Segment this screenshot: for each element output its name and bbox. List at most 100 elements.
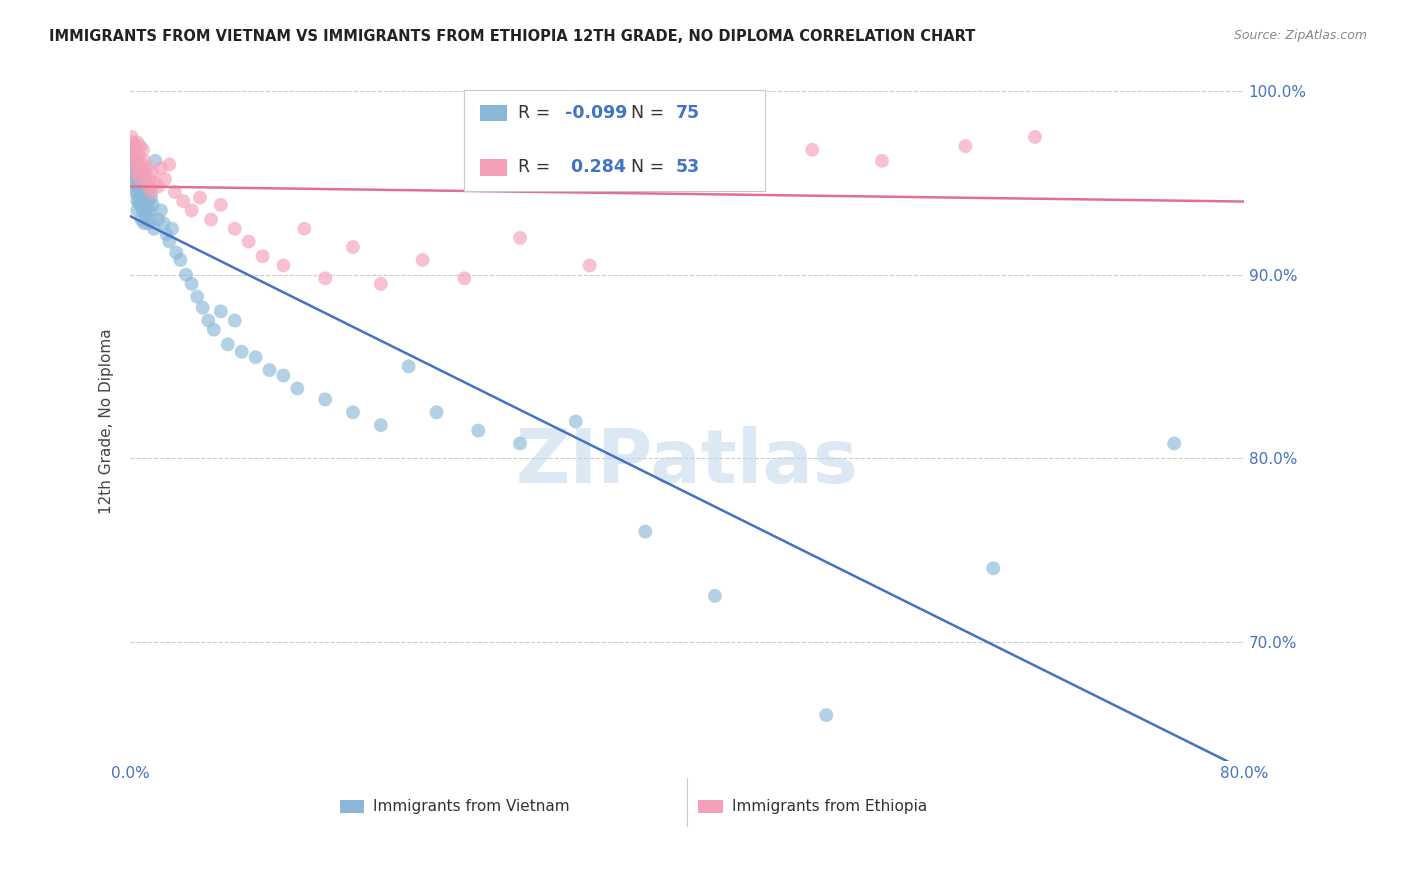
Point [122, 153, 145, 168]
Point [955, 139, 977, 153]
Point [217, 337, 239, 351]
Point [139, 172, 162, 186]
Point [509, 436, 531, 450]
Point [197, 313, 219, 327]
Point [342, 405, 364, 419]
Point [138, 216, 160, 230]
Point [149, 161, 172, 176]
Point [142, 198, 165, 212]
Point [1024, 130, 1046, 145]
Text: 75: 75 [676, 104, 700, 122]
Point [132, 203, 155, 218]
Point [142, 167, 165, 181]
Point [127, 136, 149, 150]
Point [143, 221, 166, 235]
Point [136, 203, 159, 218]
Text: R =: R = [517, 159, 561, 177]
Point [703, 589, 725, 603]
Point [128, 167, 150, 181]
Point [188, 190, 211, 204]
Text: IMMIGRANTS FROM VIETNAM VS IMMIGRANTS FROM ETHIOPIA 12TH GRADE, NO DIPLOMA CORRE: IMMIGRANTS FROM VIETNAM VS IMMIGRANTS FR… [49, 29, 976, 44]
Point [146, 212, 169, 227]
Point [209, 198, 232, 212]
Point [186, 290, 208, 304]
Point [152, 216, 174, 230]
Point [245, 350, 267, 364]
Text: 0.284: 0.284 [565, 159, 626, 177]
Point [131, 176, 153, 190]
Point [122, 148, 145, 162]
Point [578, 259, 600, 273]
Y-axis label: 12th Grade, No Diploma: 12th Grade, No Diploma [100, 328, 114, 515]
Point [125, 170, 148, 185]
Point [125, 157, 148, 171]
Point [238, 235, 260, 249]
Point [285, 381, 308, 395]
Point [134, 190, 156, 204]
Point [128, 161, 150, 176]
Point [129, 161, 152, 176]
Point [141, 212, 163, 227]
Point [124, 167, 146, 181]
Text: R =: R = [517, 104, 555, 122]
Point [634, 524, 657, 539]
Point [412, 252, 434, 267]
Point [398, 359, 420, 374]
Point [146, 179, 169, 194]
Text: N =: N = [631, 104, 665, 122]
Point [157, 235, 180, 249]
Point [127, 167, 149, 181]
Bar [699, 800, 723, 814]
Point [314, 392, 336, 407]
Point [425, 405, 447, 419]
Point [801, 143, 824, 157]
Point [134, 216, 156, 230]
Point [138, 194, 160, 209]
Point [124, 143, 146, 157]
Point [564, 415, 586, 429]
Point [136, 185, 159, 199]
Point [134, 153, 156, 168]
Point [127, 194, 149, 209]
Point [131, 157, 153, 171]
Point [870, 153, 893, 168]
Point [136, 161, 159, 176]
Point [125, 143, 148, 157]
Point [127, 185, 149, 199]
Point [259, 363, 281, 377]
Point [200, 212, 222, 227]
Point [149, 203, 172, 218]
Point [131, 194, 153, 209]
Point [252, 249, 274, 263]
Point [127, 153, 149, 168]
Point [231, 344, 253, 359]
Point [134, 161, 156, 176]
Point [139, 203, 162, 218]
Point [141, 190, 163, 204]
Point [124, 139, 146, 153]
Point [121, 157, 143, 171]
Point [157, 157, 180, 171]
Point [124, 152, 146, 166]
Point [125, 161, 148, 176]
Point [132, 179, 155, 194]
Point [163, 185, 186, 199]
Point [815, 708, 838, 723]
Point [342, 240, 364, 254]
Point [292, 221, 315, 235]
Point [145, 176, 167, 190]
Point [467, 424, 489, 438]
Point [122, 161, 145, 176]
Point [209, 304, 232, 318]
Point [129, 172, 152, 186]
Bar [479, 105, 506, 121]
Text: ZIPatlas: ZIPatlas [516, 425, 859, 499]
Point [135, 209, 157, 223]
Text: 53: 53 [676, 159, 700, 177]
Text: N =: N = [631, 159, 665, 177]
Text: -0.099: -0.099 [565, 104, 627, 122]
Point [370, 418, 392, 433]
Point [191, 301, 214, 315]
Point [169, 252, 191, 267]
Point [122, 136, 145, 150]
